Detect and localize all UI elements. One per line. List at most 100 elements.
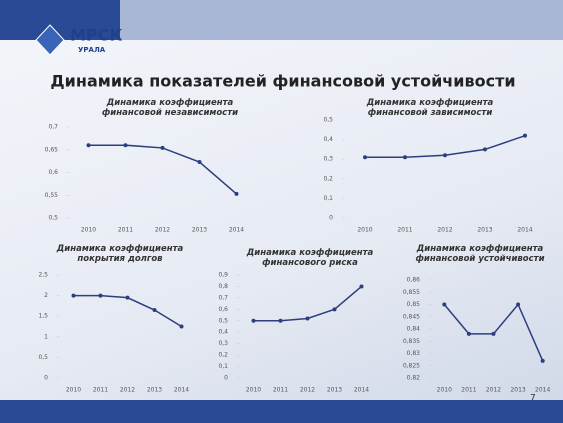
slide-title: Динамика показателей финансовой устойчив… bbox=[50, 72, 515, 91]
x-tick-label: 2010 bbox=[437, 387, 452, 394]
x-tick-label: 2013 bbox=[510, 387, 525, 394]
y-tick-label: 0,8 bbox=[218, 283, 228, 290]
y-tick-label: 0,7 bbox=[48, 124, 58, 131]
data-point bbox=[160, 145, 165, 150]
x-tick-label: 2014 bbox=[354, 387, 369, 394]
data-point bbox=[359, 284, 364, 289]
x-tick-label: 2011 bbox=[397, 227, 412, 234]
y-tick-label: 0 bbox=[329, 215, 333, 222]
data-point bbox=[442, 302, 447, 307]
y-tick-label: 2 bbox=[44, 292, 48, 299]
y-tick-label: 0,6 bbox=[48, 169, 58, 176]
y-tick-label: 0,3 bbox=[323, 156, 333, 163]
logo-icon bbox=[35, 24, 65, 56]
y-tick-label: 0 bbox=[224, 375, 228, 382]
logo-sub: УРАЛА bbox=[78, 46, 106, 54]
top-band-light bbox=[120, 0, 563, 40]
x-tick-label: 2011 bbox=[273, 387, 288, 394]
data-point bbox=[234, 191, 239, 196]
y-tick-label: 1 bbox=[44, 333, 48, 340]
y-tick-label: 0,1 bbox=[218, 363, 228, 370]
y-tick-label: 0,5 bbox=[218, 317, 228, 324]
x-tick-label: 2010 bbox=[66, 387, 81, 394]
y-tick-label: 0,5 bbox=[38, 354, 48, 361]
x-tick-label: 2011 bbox=[118, 227, 133, 234]
data-point bbox=[197, 160, 202, 165]
data-point bbox=[491, 331, 496, 336]
chart-title: Динамика коэффициента финансовой зависим… bbox=[366, 98, 494, 118]
x-tick-label: 2013 bbox=[147, 387, 162, 394]
x-tick-label: 2010 bbox=[246, 387, 261, 394]
x-tick-label: 2014 bbox=[517, 227, 532, 234]
x-tick-label: 2014 bbox=[174, 387, 189, 394]
x-tick-label: 2012 bbox=[486, 387, 501, 394]
y-tick-label: 0,845 bbox=[403, 313, 420, 320]
y-tick-label: 0,1 bbox=[323, 195, 333, 202]
page-number: 7 bbox=[530, 394, 536, 404]
data-point bbox=[251, 318, 256, 323]
data-point bbox=[71, 293, 76, 298]
chart-title: Динамика коэффициента финансовой устойчи… bbox=[415, 244, 545, 264]
x-tick-label: 2013 bbox=[327, 387, 342, 394]
y-tick-label: 2,5 bbox=[38, 272, 48, 279]
data-point bbox=[483, 147, 487, 152]
data-point bbox=[403, 155, 407, 160]
y-tick-label: 0,9 bbox=[218, 272, 228, 279]
x-tick-label: 2012 bbox=[437, 227, 452, 234]
y-tick-label: 0,4 bbox=[218, 329, 228, 336]
data-point bbox=[466, 331, 471, 336]
series-line bbox=[88, 144, 237, 195]
y-tick-label: 0,5 bbox=[48, 215, 58, 222]
data-point bbox=[152, 308, 157, 313]
y-tick-label: 0 bbox=[44, 375, 48, 382]
data-point bbox=[278, 318, 283, 323]
x-tick-label: 2014 bbox=[229, 227, 244, 234]
y-tick-label: 0,85 bbox=[407, 301, 421, 308]
series-line bbox=[253, 285, 362, 322]
y-tick-label: 0,82 bbox=[407, 375, 421, 382]
y-tick-label: 0,3 bbox=[218, 340, 228, 347]
x-tick-label: 2010 bbox=[81, 227, 96, 234]
data-point bbox=[98, 293, 103, 298]
data-point bbox=[305, 316, 310, 321]
y-tick-label: 0,2 bbox=[218, 352, 228, 359]
y-tick-label: 0,4 bbox=[323, 136, 333, 143]
y-tick-label: 0,5 bbox=[323, 117, 333, 124]
data-point bbox=[540, 358, 545, 363]
x-tick-label: 2014 bbox=[535, 387, 550, 394]
y-tick-label: 0,2 bbox=[323, 175, 333, 182]
data-point bbox=[516, 302, 521, 307]
y-tick-label: 0,83 bbox=[407, 350, 421, 357]
x-tick-label: 2010 bbox=[357, 227, 372, 234]
y-tick-label: 0,84 bbox=[407, 326, 421, 333]
x-tick-label: 2011 bbox=[461, 387, 476, 394]
data-point bbox=[523, 133, 527, 138]
data-point bbox=[363, 155, 367, 160]
x-tick-label: 2012 bbox=[155, 227, 170, 234]
x-tick-label: 2012 bbox=[120, 387, 135, 394]
chart-title: Динамика коэффициента покрытия долгов bbox=[56, 244, 184, 264]
x-tick-label: 2013 bbox=[192, 227, 207, 234]
data-point bbox=[179, 324, 184, 329]
data-point bbox=[125, 295, 130, 300]
y-tick-label: 0,55 bbox=[45, 192, 59, 199]
y-tick-label: 0,65 bbox=[45, 146, 59, 153]
y-tick-label: 1,5 bbox=[38, 313, 48, 320]
data-point bbox=[86, 143, 91, 148]
data-point bbox=[123, 143, 128, 148]
series-line bbox=[73, 294, 182, 328]
logo: МРСК bbox=[70, 26, 122, 45]
bottom-band bbox=[0, 400, 563, 423]
y-tick-label: 0,6 bbox=[218, 306, 228, 313]
y-tick-label: 0,825 bbox=[403, 362, 420, 369]
chart-title: Динамика коэффициента финансового риска bbox=[246, 248, 374, 268]
y-tick-label: 0,835 bbox=[403, 338, 420, 345]
x-tick-label: 2013 bbox=[477, 227, 492, 234]
chart-title: Динамика коэффициента финансовой независ… bbox=[101, 98, 239, 118]
data-point bbox=[443, 153, 447, 158]
x-tick-label: 2012 bbox=[300, 387, 315, 394]
y-tick-label: 0,7 bbox=[218, 294, 228, 301]
x-tick-label: 2011 bbox=[93, 387, 108, 394]
